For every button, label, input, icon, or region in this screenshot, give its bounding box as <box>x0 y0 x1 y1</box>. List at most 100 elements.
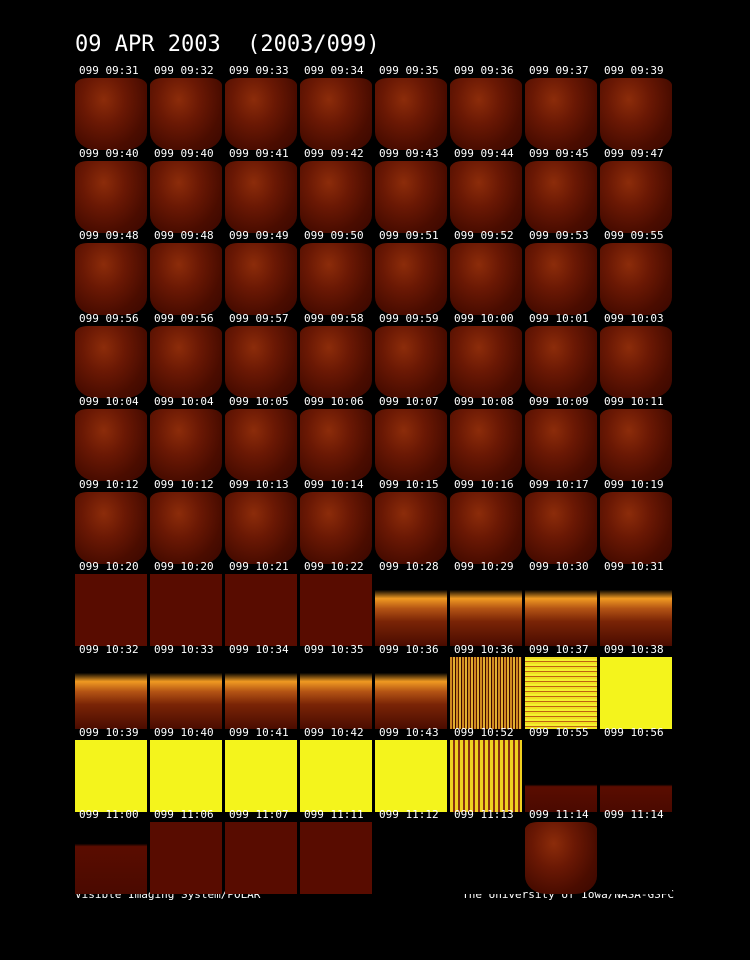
frame-label: 099 11:14 <box>604 808 664 822</box>
frame-label: 099 10:14 <box>304 477 364 491</box>
frame-image <box>375 491 447 564</box>
frame-image <box>375 822 447 895</box>
frame-label: 099 09:48 <box>154 229 214 243</box>
frame-image <box>150 408 222 481</box>
frame-image <box>225 243 297 316</box>
frame-label: 099 10:39 <box>79 725 139 739</box>
frame-label: 099 11:07 <box>229 808 289 822</box>
frame-label: 099 10:11 <box>604 394 664 408</box>
frame-image <box>300 78 372 150</box>
frame-label: 099 09:52 <box>454 229 514 243</box>
frame-label: 099 09:58 <box>304 312 364 326</box>
frame-image <box>75 160 147 233</box>
frame-label: 099 10:29 <box>454 560 514 574</box>
frame-image <box>300 656 372 729</box>
frame-image <box>75 656 147 729</box>
frame-label: 099 09:53 <box>529 229 589 243</box>
frame-label: 099 10:32 <box>79 642 139 656</box>
frame-label: 099 10:21 <box>229 560 289 574</box>
frame-label: 099 09:32 <box>154 64 214 77</box>
frame-image <box>300 491 372 564</box>
frame-image <box>525 326 597 399</box>
title: 09 APR 2003 (2003/099) <box>75 32 380 57</box>
frame-image <box>450 408 522 481</box>
frame-image <box>525 574 597 647</box>
frame-label: 099 10:04 <box>154 394 214 408</box>
frame-label: 099 09:49 <box>229 229 289 243</box>
frame-image <box>300 574 372 647</box>
frame-image <box>450 491 522 564</box>
frame-image <box>600 574 672 647</box>
frame-image <box>525 491 597 564</box>
frame-image <box>75 78 147 150</box>
frame-label: 099 09:39 <box>604 64 664 77</box>
frame-label: 099 10:42 <box>304 725 364 739</box>
frame-label: 099 10:41 <box>229 725 289 739</box>
frame-label: 099 11:06 <box>154 808 214 822</box>
frame-label: 099 10:36 <box>379 642 439 656</box>
frame-image <box>75 574 147 647</box>
frame-label: 099 10:05 <box>229 394 289 408</box>
frame-image <box>600 408 672 481</box>
frame-image <box>450 739 522 812</box>
frame-label: 099 11:00 <box>79 808 139 822</box>
frame-image <box>300 160 372 233</box>
frame-image <box>450 160 522 233</box>
frame-label: 099 09:56 <box>79 312 139 326</box>
frame-label: 099 10:40 <box>154 725 214 739</box>
frame-image <box>225 326 297 399</box>
frame-image <box>375 326 447 399</box>
frame-image <box>300 408 372 481</box>
frame-image <box>150 243 222 316</box>
frame-image <box>600 491 672 564</box>
frame-label: 099 09:33 <box>229 64 289 77</box>
frame-image <box>150 739 222 812</box>
frame-label: 099 09:37 <box>529 64 589 77</box>
frame-label: 099 10:06 <box>304 394 364 408</box>
frame-label: 099 09:36 <box>454 64 514 77</box>
frame-image <box>600 160 672 233</box>
frame-image <box>525 78 597 150</box>
frame-label: 099 09:56 <box>154 312 214 326</box>
frame-image <box>225 822 297 895</box>
frame-image <box>600 656 672 729</box>
frame-image <box>375 160 447 233</box>
frame-label: 099 10:12 <box>79 477 139 491</box>
frame-label: 099 10:43 <box>379 725 439 739</box>
frame-label: 099 10:56 <box>604 725 664 739</box>
frame-label: 099 09:50 <box>304 229 364 243</box>
frame-label: 099 10:35 <box>304 642 364 656</box>
frame-image <box>225 574 297 647</box>
frame-label: 099 10:00 <box>454 312 514 326</box>
frame-image <box>600 243 672 316</box>
frame-image <box>75 326 147 399</box>
frame-image <box>150 160 222 233</box>
frame-label: 099 10:01 <box>529 312 589 326</box>
frame-image <box>525 765 597 812</box>
frame-image <box>525 656 597 729</box>
frame-image <box>225 491 297 564</box>
frame-label: 099 10:30 <box>529 560 589 574</box>
frame-label: 099 10:52 <box>454 725 514 739</box>
frame-image <box>150 491 222 564</box>
frame-image <box>150 822 222 895</box>
frame-image <box>225 656 297 729</box>
frame-label: 099 09:40 <box>154 146 214 160</box>
frame-label: 099 10:07 <box>379 394 439 408</box>
frame-image <box>450 243 522 316</box>
frame-label: 099 11:14 <box>529 808 589 822</box>
frame-image <box>300 822 372 895</box>
frame-image <box>225 160 297 233</box>
frame-image <box>600 765 672 812</box>
frame-image <box>375 243 447 316</box>
frame-image <box>300 739 372 812</box>
frame-image <box>75 739 147 812</box>
frame-label: 099 10:37 <box>529 642 589 656</box>
frame-label: 099 10:20 <box>79 560 139 574</box>
frame-label: 099 09:40 <box>79 146 139 160</box>
frame-label: 099 09:34 <box>304 64 364 77</box>
frame-image <box>225 739 297 812</box>
frame-label: 099 09:41 <box>229 146 289 160</box>
frame-label: 099 09:45 <box>529 146 589 160</box>
